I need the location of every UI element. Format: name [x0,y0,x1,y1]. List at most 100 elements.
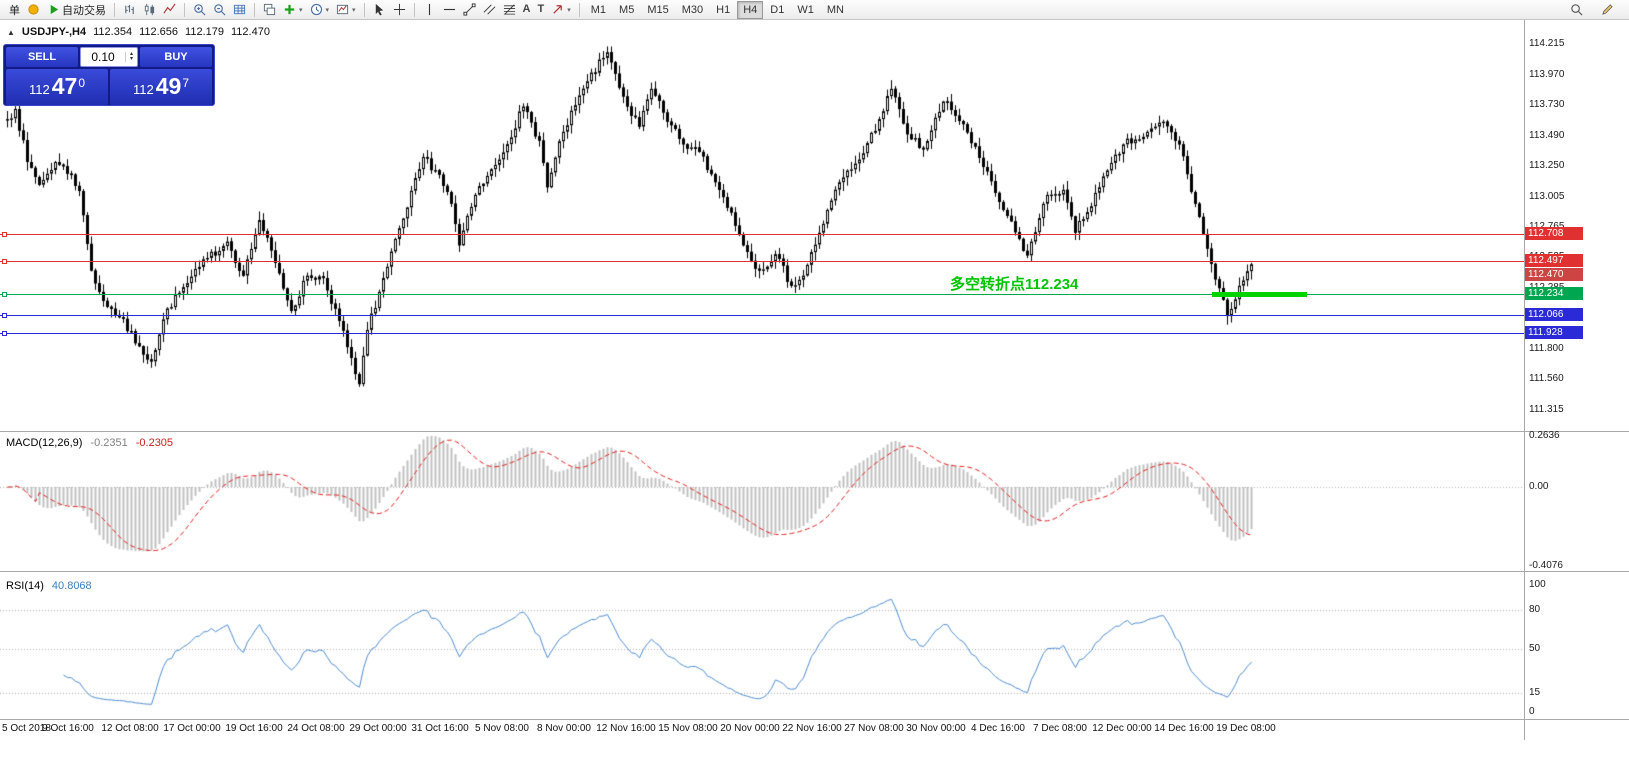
time-label: 17 Oct 00:00 [163,723,221,734]
chart-canvas[interactable] [0,20,1629,767]
time-label: 12 Oct 08:00 [101,723,159,734]
dropdown-caret-icon: ▾ [299,6,303,14]
price-scale-label: 113.970 [1529,68,1565,80]
timeframe-d1-button[interactable]: D1 [770,3,785,16]
dropdown-caret-icon: ▾ [352,6,356,14]
line-anchor-marker[interactable] [2,313,7,318]
time-label: 5 Oct 2018 [2,723,51,734]
close-value: 112.470 [230,26,270,38]
volume-input[interactable]: 0.10 [91,50,115,64]
price-scale-separator [1524,20,1525,740]
macd-main-value: -0.2351 [90,437,128,449]
horizontal-line-object[interactable] [0,333,1524,334]
timeframe-m5-button[interactable]: M5 [619,3,635,16]
macd-indicator-label: MACD(12,26,9) -0.2351 -0.2305 [6,437,173,449]
horizontal-line-object[interactable] [0,315,1524,316]
open-value: 112.354 [93,26,133,38]
periods-icon [310,3,323,16]
channel-button[interactable] [480,1,499,19]
arrows-button[interactable]: ▾ [548,1,574,19]
grid-button[interactable] [230,1,249,19]
turning-point-annotation[interactable]: 多空转折点112.234 [950,276,1079,293]
price-scale-label: 111.315 [1529,404,1564,415]
compose-icon [1601,3,1614,16]
search-button[interactable] [1567,1,1586,19]
cursor-button[interactable] [370,1,389,19]
price-scale-label: 111.560 [1529,373,1564,385]
templates-button[interactable]: ▾ [333,1,359,19]
chart-candles-button[interactable] [140,1,159,19]
crosshair-icon [393,3,406,16]
timeframe-h1-button[interactable]: H1 [716,3,731,16]
text-label-button[interactable]: T [535,1,548,19]
panel-separator[interactable] [0,571,1629,572]
chart-line-button[interactable] [160,1,179,19]
chart-window-icon: ▲ [7,27,15,37]
volume-down-button[interactable]: ▾ [129,56,133,62]
compose-button[interactable] [1598,1,1617,19]
trendline-button[interactable] [460,1,479,19]
price-tag: 111.928 [1525,326,1583,339]
sell-button[interactable]: 112 47 0 [6,69,108,105]
toolbar-separator [363,2,365,17]
timeframe-w1-button[interactable]: W1 [797,3,814,16]
autotrading-button[interactable]: 自动交易 [44,1,109,19]
timeframe-h4-button[interactable]: H4 [737,0,764,19]
autotrading-icon [47,3,60,16]
volume-control[interactable]: 0.10 ▴ ▾ [80,47,138,67]
one-click-trading-panel: SELL 0.10 ▴ ▾ BUY 112 47 0 [3,44,215,106]
mql-market-button[interactable] [24,1,43,19]
turning-point-thick-line[interactable] [1212,292,1307,297]
timeframe-m30-button[interactable]: M30 [681,3,704,16]
new-order-button[interactable]: 单 [6,1,23,19]
timeframe-m15-button[interactable]: M15 [647,3,669,16]
volume-up-button[interactable]: ▴ [129,51,133,57]
horizontal-line-object[interactable] [0,261,1524,262]
panel-separator[interactable] [0,431,1629,432]
time-label: 19 Dec 08:00 [1216,723,1276,734]
trendline-icon [463,3,476,16]
zoom-in-icon [193,3,206,16]
toolbar-separator [114,2,115,17]
macd-scale-label: 0.2636 [1529,429,1560,441]
zoom-in-button[interactable] [190,1,209,19]
buy-button[interactable]: 112 49 7 [110,69,212,105]
line-anchor-marker[interactable] [2,292,7,297]
line-anchor-marker[interactable] [2,331,7,336]
horizontal-line-object[interactable] [0,234,1524,235]
autotrading-button-label: 自动交易 [62,4,106,17]
chart-bars-icon [123,3,136,16]
periods-button[interactable]: ▾ [307,1,333,19]
rsi-scale-label: 50 [1529,642,1541,654]
time-label: 20 Nov 00:00 [720,723,780,734]
price-tag: 112.497 [1525,254,1583,267]
arrows-icon [551,3,564,16]
horizontal-line-object[interactable] [0,294,1524,295]
horizontal-line-button[interactable] [440,1,459,19]
crosshair-button[interactable] [390,1,409,19]
time-label: 7 Dec 08:00 [1033,723,1087,734]
timeframe-m1-button[interactable]: M1 [590,3,607,16]
sell-label[interactable]: SELL [6,47,78,67]
timeframe-mn-button[interactable]: MN [826,3,844,16]
indicators-button[interactable]: ▾ [280,1,306,19]
vertical-line-button[interactable] [420,1,439,19]
zoom-out-button[interactable] [210,1,229,19]
line-anchor-marker[interactable] [2,232,7,237]
fibonacci-button[interactable] [500,1,519,19]
chart-overlays: ▲ USDJPY-,H4 112.354 112.656 112.179 112… [0,20,1629,767]
chart-candles-icon [143,3,156,16]
volume-spinner[interactable]: ▴ ▾ [125,51,137,62]
dropdown-caret-icon: ▾ [567,6,571,14]
tile-windows-button[interactable] [260,1,279,19]
chart-bars-button[interactable] [120,1,139,19]
rsi-scale-label: 80 [1529,604,1541,616]
rsi-scale-label: 15 [1529,686,1541,698]
buy-label[interactable]: BUY [140,47,212,67]
sell-price-main: 47 [51,73,78,99]
price-tag: 112.708 [1525,227,1583,240]
line-anchor-marker[interactable] [2,259,7,264]
macd-scale-label: 0.00 [1529,481,1549,492]
text-button[interactable]: A [520,1,534,19]
price-scale-label: 113.250 [1529,159,1565,171]
